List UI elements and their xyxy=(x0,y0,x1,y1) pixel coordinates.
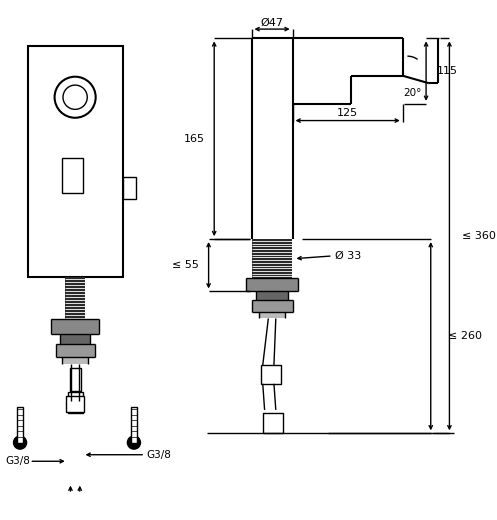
Text: G3/8: G3/8 xyxy=(146,450,171,460)
Bar xyxy=(70,368,81,391)
Bar xyxy=(251,300,293,312)
Bar xyxy=(256,291,288,300)
Bar xyxy=(60,334,90,344)
Bar xyxy=(263,413,283,433)
Circle shape xyxy=(127,436,141,449)
Bar xyxy=(123,177,136,199)
Bar xyxy=(56,344,95,357)
Bar xyxy=(263,413,283,433)
Bar xyxy=(68,392,83,413)
Text: 115: 115 xyxy=(437,66,458,76)
Bar xyxy=(261,365,281,384)
Text: Ø 33: Ø 33 xyxy=(334,251,361,261)
Bar xyxy=(68,392,83,413)
Bar xyxy=(259,312,285,318)
Bar xyxy=(261,365,281,384)
Bar xyxy=(51,319,99,334)
Text: 125: 125 xyxy=(337,108,358,118)
Bar xyxy=(252,239,292,278)
Bar xyxy=(66,396,84,412)
Circle shape xyxy=(63,85,87,109)
Bar xyxy=(65,277,85,319)
Bar xyxy=(62,357,88,364)
Bar xyxy=(246,278,298,291)
Bar xyxy=(27,46,123,277)
Text: 165: 165 xyxy=(184,134,205,144)
Text: 20°: 20° xyxy=(403,87,421,98)
Text: ≤ 360: ≤ 360 xyxy=(463,231,497,241)
Bar xyxy=(17,407,23,443)
Bar xyxy=(62,158,83,193)
Circle shape xyxy=(55,76,95,118)
Circle shape xyxy=(13,436,27,449)
Text: Ø47: Ø47 xyxy=(260,18,284,28)
Bar xyxy=(131,407,137,443)
Text: ≤ 55: ≤ 55 xyxy=(172,260,199,270)
Text: ≤ 260: ≤ 260 xyxy=(448,331,482,341)
Text: G3/8: G3/8 xyxy=(5,456,30,466)
Bar xyxy=(70,368,81,391)
Bar xyxy=(66,396,84,412)
